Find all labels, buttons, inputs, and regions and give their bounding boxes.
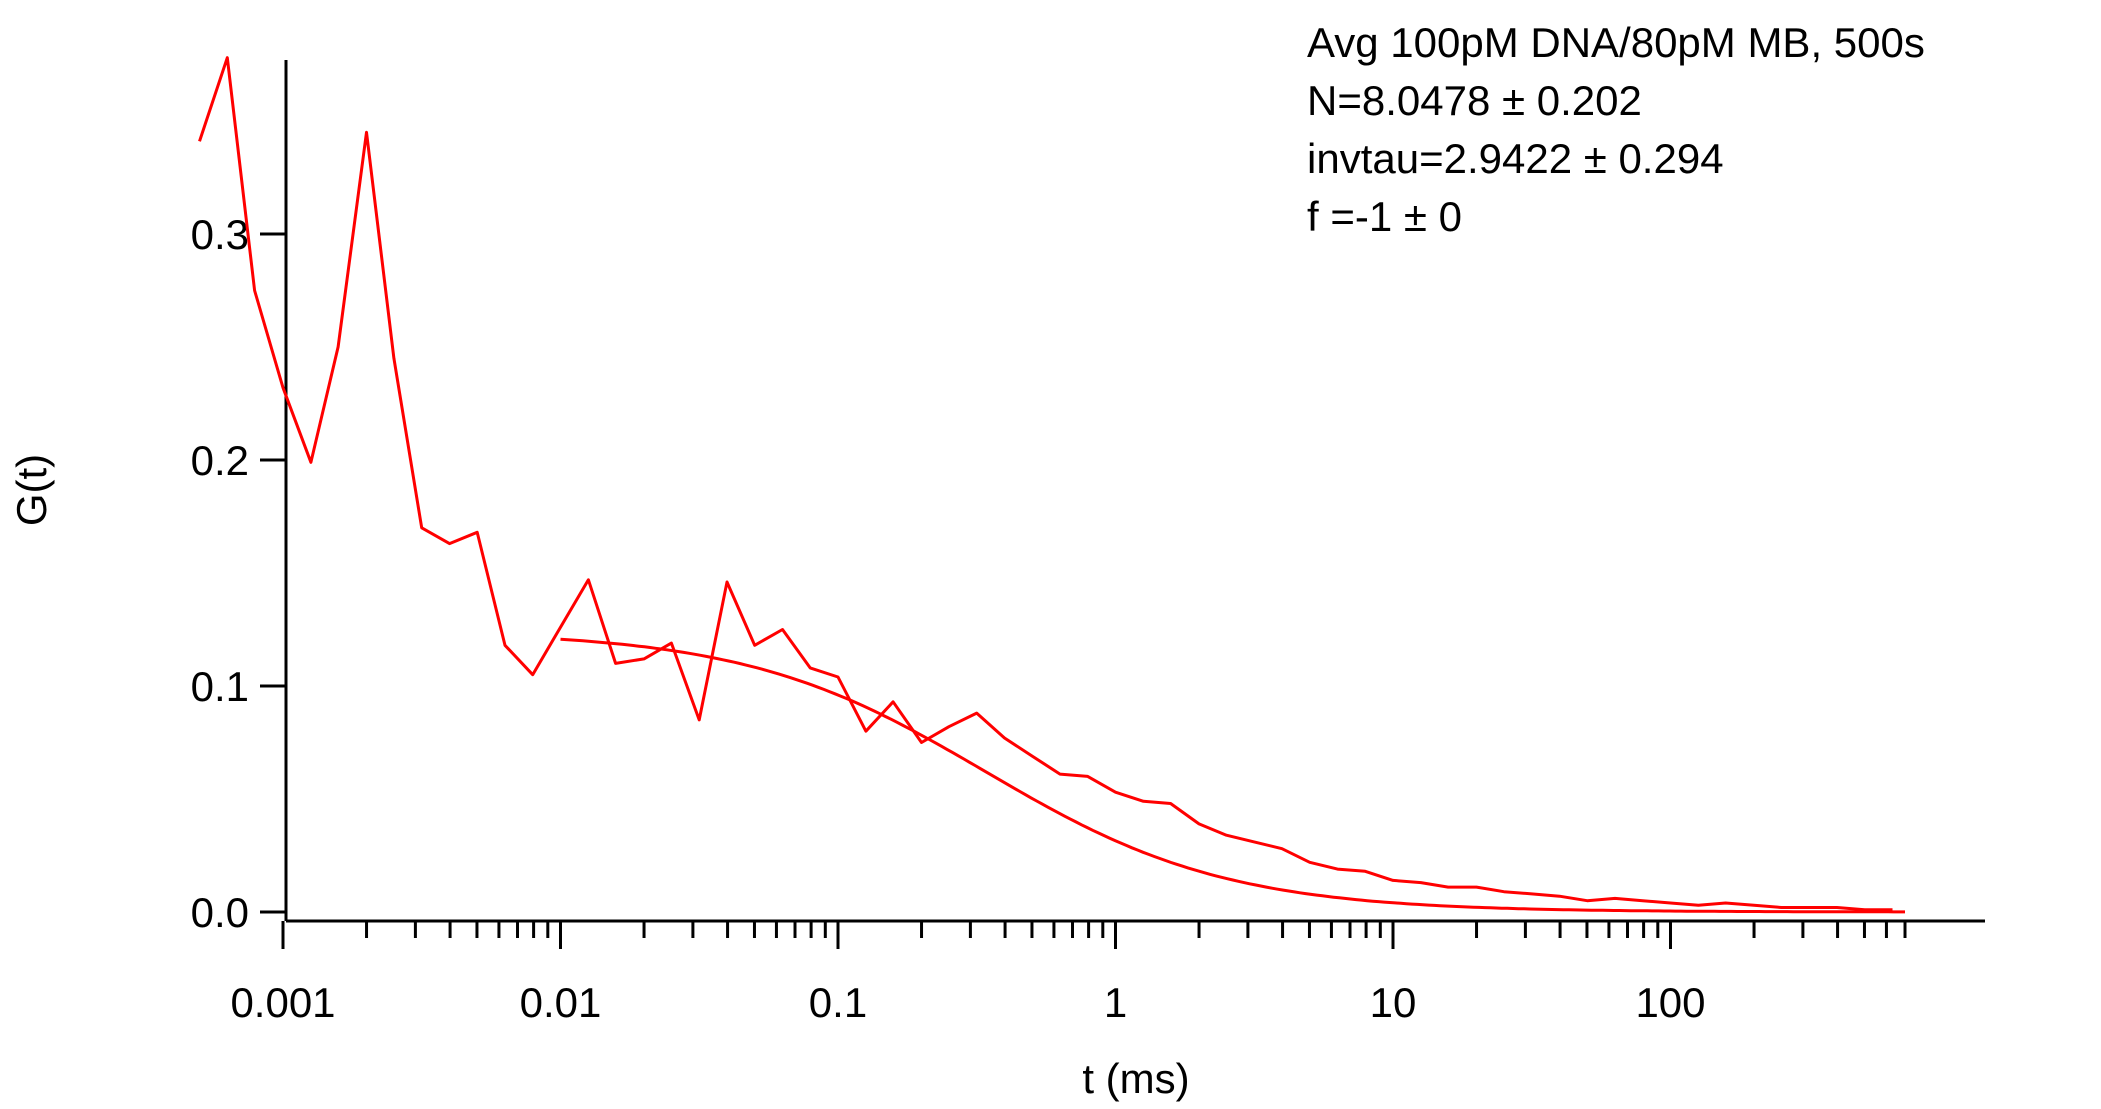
x-tick-label: 1 bbox=[1104, 979, 1127, 1026]
x-axis-ticks: 0.001 0.01 0.1 1 10 100 bbox=[230, 921, 1907, 1026]
x-tick-label: 0.01 bbox=[520, 979, 602, 1026]
y-tick-label: 0.3 bbox=[191, 211, 249, 258]
annotation-line-2: N=8.0478 ± 0.202 bbox=[1307, 77, 1642, 124]
y-axis-ticks: 0.0 0.1 0.2 0.3 bbox=[191, 211, 286, 936]
y-tick-label: 0.0 bbox=[191, 889, 249, 936]
x-tick-label: 0.1 bbox=[809, 979, 867, 1026]
x-tick-label: 0.001 bbox=[230, 979, 335, 1026]
annotation-line-1: Avg 100pM DNA/80pM MB, 500s bbox=[1307, 19, 1925, 66]
y-tick-label: 0.1 bbox=[191, 663, 249, 710]
series-layer bbox=[198, 56, 1905, 914]
annotation-line-4: f =-1 ± 0 bbox=[1307, 193, 1462, 240]
x-axis-title: t (ms) bbox=[1082, 1055, 1189, 1102]
fit-curve-line bbox=[560, 637, 1905, 914]
x-tick-label: 100 bbox=[1635, 979, 1705, 1026]
y-axis-title: G(t) bbox=[8, 454, 55, 526]
y-tick-label: 0.2 bbox=[191, 437, 249, 484]
annotation-line-3: invtau=2.9422 ± 0.294 bbox=[1307, 135, 1724, 182]
fit-annotation-box: Avg 100pM DNA/80pM MB, 500s N=8.0478 ± 0… bbox=[1307, 19, 1925, 240]
data-series-line bbox=[198, 56, 1893, 912]
x-tick-label: 10 bbox=[1370, 979, 1417, 1026]
